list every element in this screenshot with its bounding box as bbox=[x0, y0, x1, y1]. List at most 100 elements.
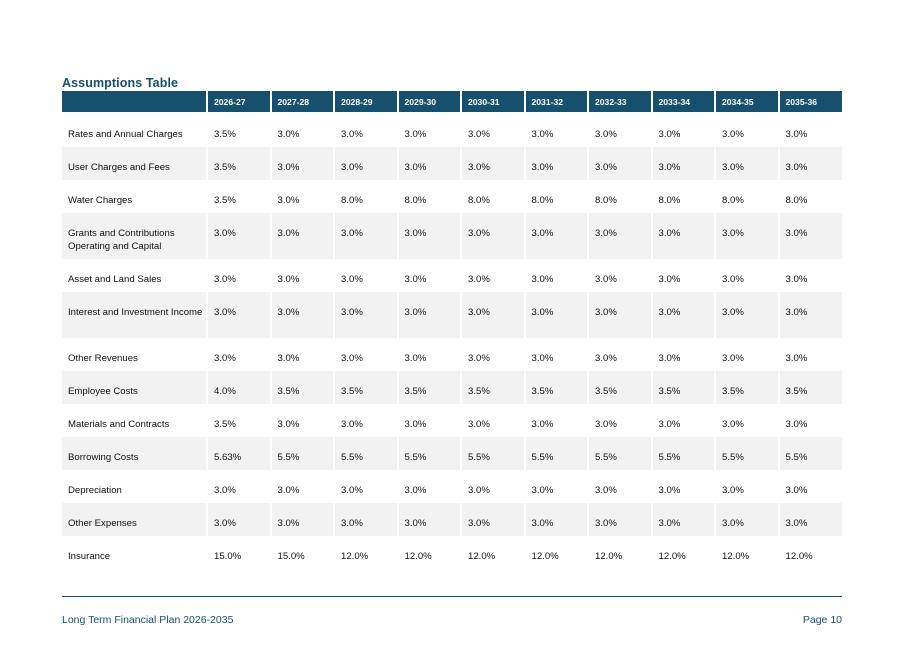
table-row: Depreciation 3.0% 3.0% 3.0% 3.0% 3.0% 3.0% 3.0%… bbox=[62, 470, 842, 503]
cell-value: 3.0% bbox=[270, 292, 335, 338]
table-row: Other Revenues 3.0% 3.0% 3.0% 3.0% 3.0% 3.0% 3.… bbox=[62, 338, 842, 371]
cell-value: 3.0% bbox=[715, 147, 780, 180]
cell-value: 8.0% bbox=[715, 180, 780, 213]
column-header: 2035-36 bbox=[778, 91, 842, 112]
cell-value: 3.0% bbox=[524, 404, 589, 437]
cell-value: 3.0% bbox=[461, 259, 526, 292]
cell-value: 3.5% bbox=[334, 371, 399, 404]
table-title: Assumptions Table bbox=[62, 76, 179, 90]
cell-value: 3.5% bbox=[715, 371, 780, 404]
cell-value: 12.0% bbox=[461, 536, 526, 569]
cell-value: 3.0% bbox=[397, 292, 462, 338]
cell-value: 12.0% bbox=[524, 536, 589, 569]
cell-value: 3.0% bbox=[397, 404, 462, 437]
cell-value: 3.0% bbox=[397, 213, 462, 259]
assumptions-table: 2026-27 2027-28 2028-29 2029-30 2030-31 … bbox=[62, 91, 842, 569]
footer-page-number: Page 10 bbox=[802, 614, 842, 626]
row-label: Asset and Land Sales bbox=[62, 259, 208, 292]
cell-value: 3.0% bbox=[785, 353, 808, 364]
cell-value: 3.0% bbox=[588, 292, 653, 338]
cell-value: 3.0% bbox=[334, 112, 399, 147]
cell-value: 3.0% bbox=[334, 147, 399, 180]
cell-value: 15.0% bbox=[270, 536, 335, 569]
cell-value: 3.0% bbox=[785, 129, 808, 140]
cell-value: 3.0% bbox=[270, 147, 335, 180]
cell-value: 8.0% bbox=[397, 180, 462, 213]
cell-value: 8.0% bbox=[334, 180, 399, 213]
cell-value: 3.0% bbox=[461, 147, 526, 180]
cell-value: 3.0% bbox=[715, 404, 780, 437]
cell-value: 3.5% bbox=[524, 371, 589, 404]
cell-value: 3.0% bbox=[651, 404, 716, 437]
cell-value: 3.0% bbox=[207, 259, 272, 292]
cell-value: 3.0% bbox=[270, 112, 335, 147]
cell-value: 3.0% bbox=[524, 213, 589, 259]
cell-value: 3.5% bbox=[207, 147, 272, 180]
cell-value: 3.5% bbox=[778, 371, 842, 404]
cell-value: 3.0% bbox=[778, 147, 842, 180]
cell-value: 3.0% bbox=[461, 470, 526, 503]
cell-value: 5.63% bbox=[207, 437, 272, 470]
table-row: Materials and Contracts 3.5% 3.0% 3.0% 3.0% 3… bbox=[62, 404, 842, 437]
cell-value: 5.5% bbox=[524, 437, 589, 470]
cell-value: 12.0% bbox=[785, 551, 813, 562]
cell-value: 5.5% bbox=[778, 437, 842, 470]
table-row: Grants and Contributions Operating and C… bbox=[62, 213, 842, 259]
cell-value: 4.0% bbox=[207, 371, 272, 404]
cell-value: 3.0% bbox=[461, 213, 526, 259]
cell-value: 3.0% bbox=[524, 470, 589, 503]
cell-value: 3.0% bbox=[651, 338, 716, 371]
cell-value: 3.0% bbox=[715, 292, 780, 338]
cell-value: 3.0% bbox=[785, 485, 808, 496]
table-row: Interest and Investment Income 3.0% 3.0% 3.… bbox=[62, 292, 842, 338]
column-header: 2034-35 bbox=[715, 91, 780, 112]
cell-value: 8.0% bbox=[524, 180, 589, 213]
cell-value: 3.0% bbox=[334, 292, 399, 338]
cell-value: 5.5% bbox=[270, 437, 335, 470]
cell-value: 8.0% bbox=[651, 180, 716, 213]
cell-value: 3.0% bbox=[588, 404, 653, 437]
cell-value: 3.0% bbox=[715, 112, 780, 147]
cell-value: 3.0% bbox=[524, 147, 589, 180]
cell-value: 3.0% bbox=[588, 470, 653, 503]
cell-value: 3.0% bbox=[461, 112, 526, 147]
cell-value: 3.0% bbox=[588, 147, 653, 180]
cell-value: 12.0% bbox=[715, 536, 780, 569]
cell-value: 3.0% bbox=[397, 147, 462, 180]
row-label: Insurance bbox=[62, 536, 208, 569]
table-row: Employee Costs 4.0% 3.5% 3.5% 3.5% 3.5% 3.5% 3.… bbox=[62, 371, 842, 404]
cell-value: 5.5% bbox=[651, 437, 716, 470]
column-header: 2028-29 bbox=[334, 91, 399, 112]
cell-value: 3.0% bbox=[588, 213, 653, 259]
cell-value: 5.5% bbox=[397, 437, 462, 470]
cell-value: 12.0% bbox=[334, 536, 399, 569]
cell-value: 5.5% bbox=[588, 437, 653, 470]
cell-value: 3.0% bbox=[588, 259, 653, 292]
cell-value: 3.5% bbox=[207, 404, 272, 437]
cell-value: 3.0% bbox=[207, 292, 272, 338]
column-header: 2027-28 bbox=[270, 91, 335, 112]
cell-value: 3.0% bbox=[334, 338, 399, 371]
cell-value: 3.0% bbox=[715, 213, 780, 259]
cell-value: 3.5% bbox=[207, 112, 272, 147]
cell-value: 3.0% bbox=[461, 503, 526, 536]
table-row: Rates and Annual Charges 3.5% 3.0% 3.0% 3.0%… bbox=[62, 112, 842, 147]
cell-value: 8.0% bbox=[461, 180, 526, 213]
row-label: Other Revenues bbox=[62, 338, 208, 371]
column-header: 2032-33 bbox=[588, 91, 653, 112]
cell-value: 3.0% bbox=[334, 503, 399, 536]
cell-value: 12.0% bbox=[651, 536, 716, 569]
row-label: Grants and Contributions Operating and C… bbox=[62, 213, 208, 259]
row-label: User Charges and Fees bbox=[62, 147, 208, 180]
cell-value: 3.0% bbox=[785, 274, 808, 285]
table-row: User Charges and Fees 3.5% 3.0% 3.0% 3.0% 3.0… bbox=[62, 147, 842, 180]
cell-value: 3.0% bbox=[270, 503, 335, 536]
cell-value: 3.0% bbox=[651, 112, 716, 147]
cell-value: 3.0% bbox=[651, 213, 716, 259]
column-header: 2033-34 bbox=[651, 91, 716, 112]
cell-value: 3.5% bbox=[651, 371, 716, 404]
row-label: Materials and Contracts bbox=[62, 404, 208, 437]
cell-value: 3.0% bbox=[397, 259, 462, 292]
cell-value: 3.0% bbox=[270, 259, 335, 292]
cell-value: 3.0% bbox=[588, 503, 653, 536]
